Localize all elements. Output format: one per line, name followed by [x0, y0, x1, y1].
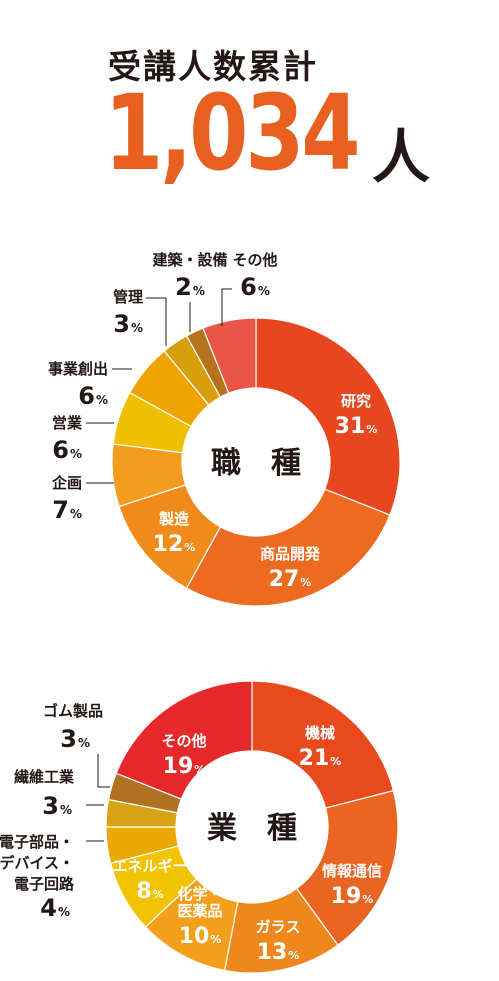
outside-label-8: その他	[232, 251, 277, 269]
outside-value-6-unit: %	[60, 803, 72, 817]
leader-line-6	[146, 297, 167, 346]
occupation-donut-chart: 研究 31% 商品開発 27% 製造 12% 企画 7% 営業 6% 事業創出 6% 管理 3% 建築・設備…	[0, 240, 499, 620]
slice-value-0: 21%	[299, 746, 342, 771]
slice-value-3: 10%	[179, 924, 222, 949]
slice-value-2-number: 12	[153, 532, 184, 557]
slice-label-2: ガラス	[256, 918, 301, 936]
outside-label-5: 電子回路	[14, 875, 75, 893]
outside-value-4-unit: %	[70, 447, 82, 461]
outside-value-8-unit: %	[258, 284, 270, 298]
industry-donut-chart: 機械 21% 情報通信 19% ガラス 13% 化学・ 医薬品 10% エネルギー 8% その他 19%…	[0, 672, 499, 981]
slice-value-8-unit: %	[194, 763, 205, 776]
slice-label-3: 化学・	[177, 885, 222, 903]
outside-label-5: 電子部品・	[0, 833, 74, 851]
outside-value-8: 6%	[240, 273, 270, 301]
slice-value-0-number: 31	[335, 414, 366, 439]
outside-value-3: 7%	[52, 496, 82, 524]
slice-label-2: 製造	[158, 510, 189, 528]
outside-label-6: 繊維工業	[14, 768, 75, 786]
outside-value-7: 3%	[60, 725, 90, 753]
slice-value-1-unit: %	[300, 576, 311, 589]
outside-value-5-unit: %	[58, 905, 70, 919]
slice-value-1-number: 19	[331, 884, 362, 909]
slice-value-2-unit: %	[184, 541, 195, 554]
occupation-chart-svg: 研究31%商品開発27%製造12%企画7%営業6%事業創出6%管理3%建築・設備…	[48, 251, 401, 607]
outside-value-7-number: 3	[60, 725, 77, 753]
outside-label-4: 営業	[52, 414, 83, 432]
slice-value-1: 27%	[269, 567, 312, 592]
slice-label-1: 商品開発	[260, 545, 321, 563]
summary-title: 受講人数累計	[108, 47, 318, 86]
leader-line-8	[221, 288, 232, 326]
outside-value-5-number: 6	[78, 382, 95, 410]
slice-8	[115, 680, 253, 800]
outside-label-7: 建築・設備	[152, 251, 227, 269]
slice-value-4-unit: %	[153, 888, 164, 901]
slice-label-4: エネルギー	[112, 857, 187, 875]
outside-value-5-number: 4	[40, 894, 57, 922]
outside-label-3: 企画	[51, 474, 82, 492]
outside-value-6: 3%	[113, 310, 143, 338]
slice-value-0-number: 21	[299, 746, 330, 771]
outside-value-6-unit: %	[131, 321, 143, 335]
donut-slices	[111, 317, 401, 607]
slice-8	[202, 317, 257, 394]
outside-value-7: 2%	[175, 273, 205, 301]
slice-value-1-unit: %	[362, 893, 373, 906]
outside-label-5: デバイス・	[0, 854, 74, 872]
slice-value-0-unit: %	[366, 423, 377, 436]
slice-value-8-number: 19	[163, 754, 194, 779]
slice-value-3-unit: %	[210, 933, 221, 946]
summary-header: 受講人数累計 1,034 人	[0, 0, 499, 200]
outside-value-4-number: 6	[52, 436, 69, 464]
outside-value-5: 6%	[78, 382, 108, 410]
slice-value-2: 12%	[153, 532, 196, 557]
slice-value-4: 8%	[136, 879, 163, 904]
outside-value-7-unit: %	[193, 284, 205, 298]
slice-label-0: 機械	[305, 724, 335, 742]
industry-chart-svg: 機械 21% 情報通信 19% ガラス 13% 化学・医薬品 10% エネルギー 8% その他 19%…	[0, 680, 399, 974]
slice-1	[185, 488, 391, 607]
outside-value-7-unit: %	[78, 736, 90, 750]
slice-label-3: 医薬品	[177, 902, 222, 920]
slice-label-8: その他	[161, 732, 206, 750]
slice-value-1: 19%	[331, 884, 374, 909]
total-unit: 人	[372, 123, 431, 191]
outside-label-7: ゴム製品	[43, 702, 103, 720]
total-count: 1,034	[104, 72, 361, 194]
slice-value-1-number: 27	[269, 567, 300, 592]
slice-value-0: 31%	[335, 414, 378, 439]
outside-value-5: 4%	[40, 894, 70, 922]
slice-value-4-number: 8	[136, 879, 151, 904]
outside-value-6: 3%	[42, 792, 72, 820]
outside-value-4: 6%	[52, 436, 82, 464]
slice-0	[251, 680, 395, 809]
slice-1	[295, 789, 399, 946]
outside-value-6-number: 3	[42, 792, 59, 820]
slice-value-2-number: 13	[257, 940, 288, 965]
slice-value-8: 19%	[163, 754, 206, 779]
slice-label-1: 情報通信	[322, 862, 382, 880]
slice-value-3-number: 10	[179, 924, 210, 949]
outside-value-8-number: 6	[240, 273, 257, 301]
outside-value-6-number: 3	[113, 310, 130, 338]
slice-value-2-unit: %	[288, 949, 299, 962]
center-title: 職 種	[211, 446, 301, 481]
outside-value-5-unit: %	[96, 393, 108, 407]
outside-value-3-unit: %	[70, 507, 82, 521]
outside-label-5: 事業創出	[48, 360, 108, 378]
outside-label-6: 管理	[113, 288, 143, 306]
outside-value-7-number: 2	[175, 273, 192, 301]
leader-line-7	[97, 754, 110, 788]
outside-value-3-number: 7	[52, 496, 69, 524]
slice-value-2: 13%	[257, 940, 300, 965]
slice-value-0-unit: %	[330, 755, 341, 768]
slice-label-0: 研究	[341, 392, 371, 410]
slice-0	[255, 317, 401, 516]
donut-slices	[105, 680, 399, 974]
center-title: 業 種	[207, 811, 297, 846]
